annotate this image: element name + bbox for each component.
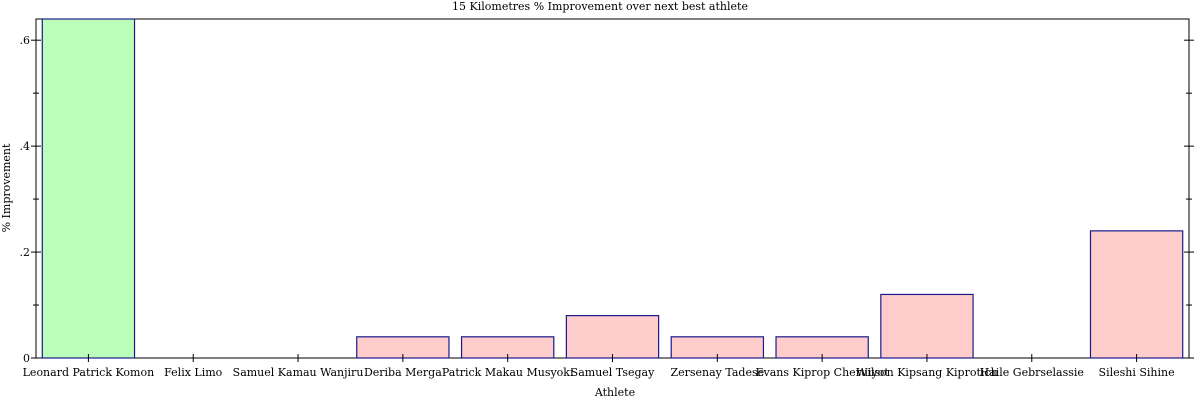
x-axis: Leonard Patrick Komon Felix Limo Samuel Ka… — [23, 354, 1175, 379]
plot-frame — [35, 18, 1190, 359]
bar — [1089, 230, 1184, 359]
bars — [41, 18, 1184, 359]
x-tick-label: Patrick Makau Musyoki — [442, 366, 574, 379]
y-tick-label: .2 — [20, 246, 31, 259]
x-tick-label: Deriba Merga — [364, 366, 442, 379]
y-tick-label: 0 — [23, 352, 30, 365]
x-tick-label: Wilson Kipsang Kiprotich — [856, 366, 997, 379]
y-tick-label: .4 — [20, 140, 31, 153]
x-tick-label: Haile Gebrselassie — [980, 366, 1084, 379]
x-tick-label: Zersenay Tadese — [670, 366, 764, 379]
y-axis-label: % Improvement — [0, 143, 13, 232]
x-tick-label: Leonard Patrick Komon — [23, 366, 155, 379]
x-tick-label: Felix Limo — [164, 366, 223, 379]
x-tick-label: Evans Kiprop Cheruiyot — [755, 366, 889, 379]
y-tick-label: .6 — [20, 34, 31, 47]
bar — [565, 315, 660, 359]
x-tick-label: Sileshi Sihine — [1099, 366, 1175, 379]
x-tick-label: Samuel Kamau Wanjiru — [233, 366, 364, 379]
chart-title: 15 Kilometres % Improvement over next be… — [452, 0, 748, 13]
bar — [41, 18, 136, 359]
x-tick-label: Samuel Tsegay — [571, 366, 655, 379]
bar — [880, 293, 974, 359]
y-axis: 0 .2 .4 .6 — [20, 34, 1194, 365]
x-axis-label: Athlete — [594, 386, 635, 399]
